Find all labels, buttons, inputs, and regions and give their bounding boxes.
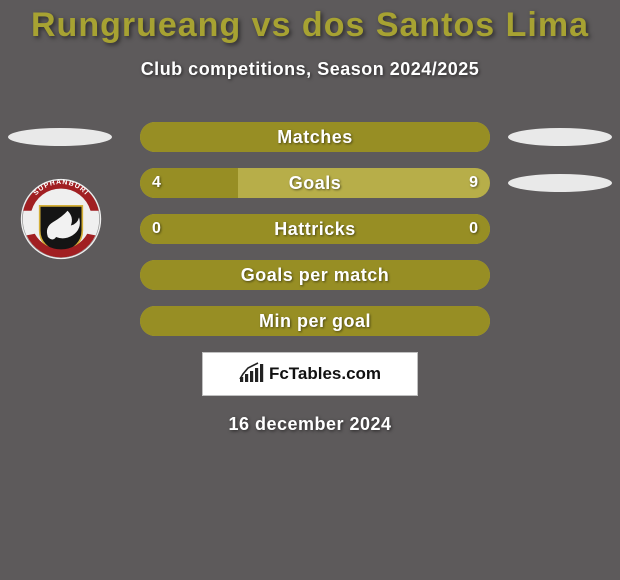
stat-pill: Min per goal	[140, 306, 490, 336]
avatar-ellipse-right	[508, 174, 612, 192]
stat-label: Matches	[140, 122, 490, 152]
stat-pill: Matches	[140, 122, 490, 152]
crest-icon: SUPHANBURI	[20, 178, 102, 260]
stat-label: Goals per match	[140, 260, 490, 290]
club-crest-left: SUPHANBURI	[20, 178, 102, 260]
stat-pill: Goals per match	[140, 260, 490, 290]
branding-badge: FcTables.com	[202, 352, 418, 396]
page-title: Rungrueang vs dos Santos Lima	[0, 0, 620, 45]
stat-row: Goals per match	[0, 260, 620, 290]
subtitle: Club competitions, Season 2024/2025	[0, 59, 620, 80]
date-text: 16 december 2024	[0, 414, 620, 435]
branding-text: FcTables.com	[269, 364, 381, 384]
stat-row: Min per goal	[0, 306, 620, 336]
avatar-ellipse-right	[508, 128, 612, 146]
stat-label: Goals	[140, 168, 490, 198]
avatar-ellipse-left	[8, 128, 112, 146]
stat-pill: 49Goals	[140, 168, 490, 198]
stat-label: Min per goal	[140, 306, 490, 336]
stat-row: Matches	[0, 122, 620, 152]
stat-pill: 00Hattricks	[140, 214, 490, 244]
branding-bars-icon	[239, 362, 265, 382]
stat-label: Hattricks	[140, 214, 490, 244]
